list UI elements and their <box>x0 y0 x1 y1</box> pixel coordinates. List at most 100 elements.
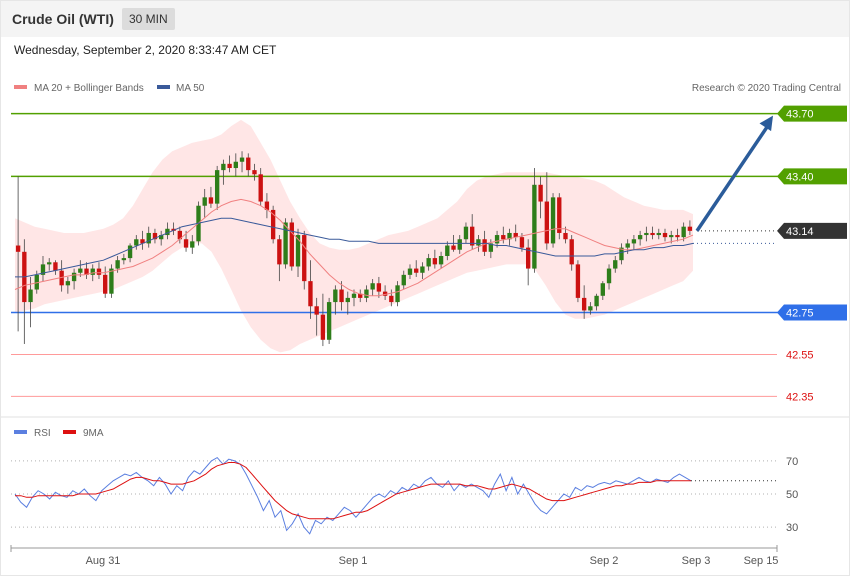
candle <box>183 230 189 252</box>
candle-body <box>152 232 158 240</box>
candle-body <box>84 268 89 275</box>
candle-body <box>233 161 238 169</box>
candle-body <box>687 226 693 231</box>
legend-ma20: MA 20 + Bollinger Bands <box>34 83 144 94</box>
candle-body <box>476 239 481 246</box>
candle <box>525 239 531 286</box>
candle <box>426 253 431 271</box>
candle-body <box>606 268 612 284</box>
candle <box>675 228 680 242</box>
candle <box>345 291 350 315</box>
level-tag-43.70: 43.70 <box>777 105 847 122</box>
legend-swatch-rsi <box>14 430 27 434</box>
candle <box>227 155 232 173</box>
candle <box>15 176 21 332</box>
candle <box>214 165 220 210</box>
candle <box>71 268 77 290</box>
candle <box>134 235 139 250</box>
candle-body <box>488 243 494 252</box>
header-bar: Crude Oil (WTI) 30 MIN <box>1 1 849 37</box>
candle <box>308 260 313 319</box>
candle-body <box>451 245 456 250</box>
candle-body <box>134 239 139 246</box>
bollinger-band-area <box>15 119 693 353</box>
candle <box>588 302 593 315</box>
candle <box>22 239 27 344</box>
candle <box>575 260 581 303</box>
rsi-ma-line <box>15 462 691 520</box>
level-tag-43.40-bg <box>777 168 847 185</box>
bollinger-bands <box>15 119 693 353</box>
forecast-arrow <box>695 115 773 232</box>
candle <box>606 264 612 290</box>
candle <box>264 193 270 219</box>
candle <box>389 289 394 307</box>
candle <box>127 243 133 263</box>
candle-body <box>320 314 326 340</box>
x-tick-label: Sep 2 <box>590 555 619 567</box>
candle-body <box>457 239 462 250</box>
candle <box>221 159 226 185</box>
level-tag-43.40: 43.40 <box>777 168 847 185</box>
candle <box>594 293 599 311</box>
timeframe-badge[interactable]: 30 MIN <box>122 8 175 30</box>
candle-body <box>675 235 680 238</box>
candle <box>59 260 64 292</box>
candle-body <box>158 235 164 240</box>
candle-body <box>581 297 587 311</box>
candle-body <box>283 222 288 265</box>
candle-body <box>34 274 39 290</box>
candle-body <box>227 163 232 169</box>
candle-body <box>407 268 413 275</box>
x-tick-label: Aug 31 <box>86 555 121 567</box>
candle-body <box>494 235 500 244</box>
candle <box>513 224 518 242</box>
candle-body <box>90 268 95 275</box>
candle-body <box>127 245 133 259</box>
candle-body <box>202 197 207 206</box>
candle <box>239 151 245 173</box>
candle-body <box>258 174 263 202</box>
candle <box>463 222 469 244</box>
x-axis: Aug 31 Sep 1 Sep 2 Sep 3 Sep 15 <box>10 545 778 567</box>
legend-ma50: MA 50 <box>176 83 205 94</box>
candle <box>295 228 301 277</box>
candle <box>53 260 58 275</box>
candle <box>364 285 369 303</box>
candle-body <box>613 260 618 269</box>
candle-body <box>308 281 313 307</box>
candle <box>395 281 400 307</box>
candle <box>103 266 108 298</box>
candle <box>457 235 462 254</box>
candle <box>351 289 357 307</box>
candle-body <box>669 235 674 238</box>
candle-body <box>109 268 114 294</box>
candle-body <box>364 289 369 298</box>
candle-body <box>575 264 581 298</box>
candle-body <box>463 226 469 240</box>
rsi-line <box>14 456 692 535</box>
candle <box>78 260 83 277</box>
candle <box>339 281 344 311</box>
candle-body <box>121 258 127 261</box>
candle <box>358 289 363 303</box>
timestamp: Wednesday, September 2, 2020 8:33:47 AM … <box>14 43 277 57</box>
candle-body <box>544 201 550 244</box>
candle <box>47 258 52 271</box>
candle <box>333 285 338 315</box>
candle-body <box>563 232 568 240</box>
level-tag-42.75-label: 42.75 <box>786 308 814 320</box>
candle <box>650 226 655 240</box>
candle-body <box>376 283 382 292</box>
candle-body <box>177 230 183 240</box>
candle-body <box>165 228 170 236</box>
candle <box>146 226 151 248</box>
candle <box>544 172 550 250</box>
candle-body <box>326 302 332 340</box>
level-label-42.35: 42.35 <box>786 391 814 403</box>
candle-body <box>619 247 624 261</box>
candle-body <box>78 268 83 273</box>
candle <box>445 241 450 261</box>
candle-body <box>681 226 686 238</box>
candle-body <box>600 283 605 296</box>
